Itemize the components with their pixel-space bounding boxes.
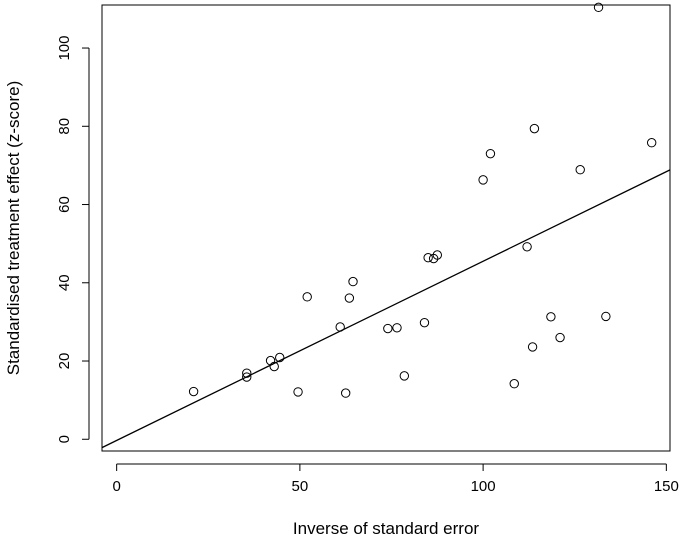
- data-point: [529, 123, 540, 134]
- regression-line: [101, 169, 671, 449]
- data-point: [575, 165, 585, 175]
- data-point: [335, 322, 345, 332]
- data-point: [593, 2, 604, 13]
- data-point: [601, 311, 611, 322]
- data-point: [242, 372, 252, 382]
- y-axis: 0 20 40 60 80 100: [56, 36, 90, 443]
- data-point: [275, 352, 285, 363]
- points-layer: [188, 2, 657, 398]
- data-point: [509, 379, 519, 389]
- y-axis-label: Standardised treatment effect (z-score): [4, 81, 23, 376]
- data-point: [302, 292, 312, 302]
- data-point: [546, 312, 556, 322]
- data-point: [478, 175, 488, 185]
- y-tick-label: 0: [56, 435, 73, 443]
- data-point: [340, 388, 351, 398]
- y-tick-label: 60: [56, 196, 73, 213]
- plot-frame: [101, 4, 671, 452]
- data-point: [646, 138, 657, 148]
- regression-layer: [101, 169, 671, 449]
- y-tick-label: 100: [56, 36, 73, 61]
- data-point: [423, 253, 433, 263]
- data-point: [527, 342, 538, 352]
- x-axis: 0 50 100 150: [112, 463, 679, 495]
- data-point: [344, 293, 355, 303]
- data-point: [242, 368, 252, 378]
- x-tick-label: 150: [654, 478, 679, 495]
- data-point: [428, 253, 439, 264]
- y-tick-label: 80: [56, 118, 73, 135]
- x-tick-label: 50: [292, 478, 309, 495]
- data-point: [392, 323, 402, 333]
- data-point: [383, 323, 393, 334]
- data-point: [293, 387, 303, 397]
- data-point: [188, 386, 199, 397]
- data-point: [555, 332, 565, 343]
- data-point: [419, 317, 430, 328]
- data-point: [399, 371, 410, 381]
- data-point: [485, 148, 496, 159]
- y-tick-label: 20: [56, 353, 73, 370]
- x-axis-label: Inverse of standard error: [293, 519, 479, 538]
- data-point: [269, 361, 279, 372]
- data-point: [522, 242, 532, 252]
- y-tick-label: 40: [56, 274, 73, 291]
- x-tick-label: 0: [112, 478, 120, 495]
- x-tick-label: 100: [471, 478, 496, 495]
- data-point: [348, 276, 358, 287]
- data-point: [432, 250, 443, 260]
